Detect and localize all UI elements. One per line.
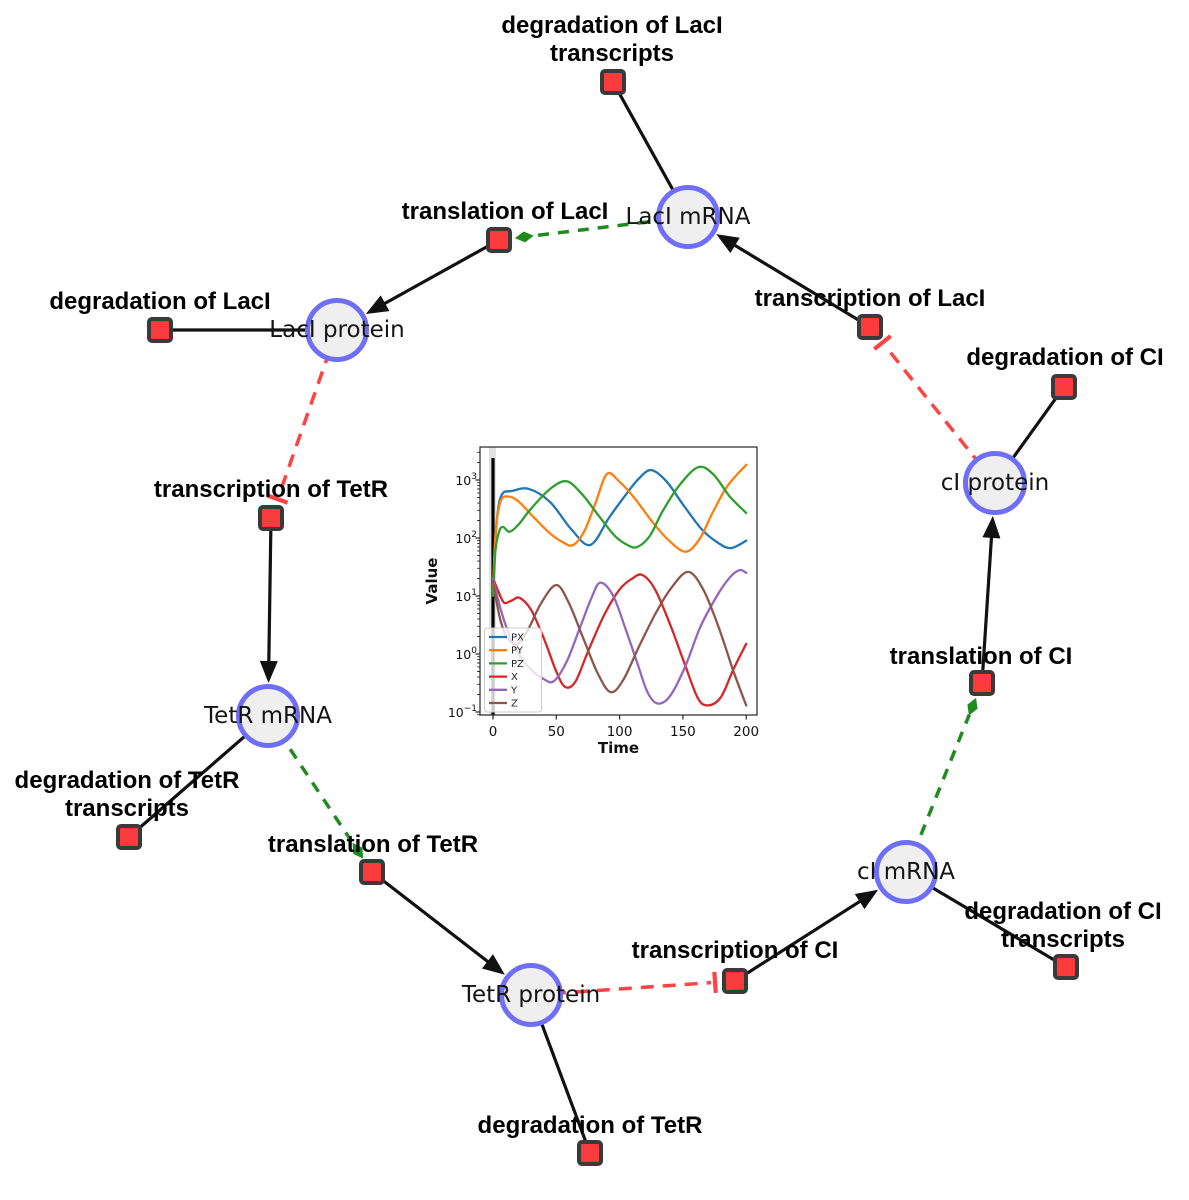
reaction-node-degradation-of-ci-transcripts (1053, 954, 1079, 980)
reaction-node-transcription-of-tetr (258, 505, 284, 531)
reaction-node-translation-of-tetr (359, 859, 385, 885)
reaction-label-degradation-of-tetr: degradation of TetR (478, 1112, 703, 1140)
reaction-node-translation-of-laci (486, 227, 512, 253)
reaction-node-translation-of-ci (969, 670, 995, 696)
reaction-label-degradation-of-ci: degradation of CI (966, 344, 1163, 372)
species-node-ci-mrna (874, 840, 938, 904)
reaction-label-degradation-of-ci-transcripts: degradation of CI transcripts (964, 898, 1161, 954)
reaction-node-degradation-of-laci (147, 317, 173, 343)
species-label-tetr-protein: TetR protein (461, 982, 601, 1008)
reaction-label-degradation-of-laci-transcripts: degradation of LacI transcripts (501, 12, 722, 68)
reaction-label-line: transcription of CI (631, 937, 839, 964)
reaction-label-line: degradation of TetR (477, 1112, 703, 1139)
reaction-node-degradation-of-tetr (577, 1140, 603, 1166)
reaction-node-transcription-of-ci (722, 968, 748, 994)
reaction-label-degradation-of-tetr-transcripts: degradation of TetR transcripts (15, 767, 240, 823)
species-label-ci-mrna: cI mRNA (856, 859, 956, 885)
reaction-label-line: degradation of LacI (501, 12, 723, 39)
reaction-label-line: transcripts (549, 40, 675, 67)
reaction-node-degradation-of-laci-transcripts (600, 69, 626, 95)
reaction-node-degradation-of-tetr-transcripts (116, 824, 142, 850)
reaction-label-line: degradation of CI (964, 898, 1162, 925)
species-label-laci-protein: LacI protein (269, 317, 405, 343)
reaction-label-transcription-of-ci: transcription of CI (632, 937, 839, 965)
reaction-label-line: degradation of LacI (49, 288, 271, 315)
species-label-laci-mrna: LacI mRNA (625, 204, 751, 230)
species-node-ci-protein (963, 451, 1027, 515)
species-node-tetr-mrna (236, 684, 300, 748)
species-label-tetr-mrna: TetR mRNA (204, 703, 332, 729)
reaction-label-translation-of-ci: translation of CI (890, 643, 1073, 671)
reaction-label-transcription-of-tetr: transcription of TetR (154, 476, 388, 504)
reaction-label-line: translation of TetR (267, 831, 479, 858)
species-node-tetr-protein (499, 963, 563, 1027)
reaction-label-transcription-of-laci: transcription of LacI (755, 285, 986, 313)
reaction-label-line: degradation of TetR (14, 767, 240, 794)
reaction-label-line: transcripts (64, 795, 190, 822)
reaction-label-line: transcription of LacI (754, 285, 986, 312)
reaction-label-translation-of-tetr: translation of TetR (268, 831, 478, 859)
reaction-label-translation-of-laci: translation of LacI (402, 198, 609, 226)
reaction-label-degradation-of-laci: degradation of LacI (49, 288, 270, 316)
reaction-node-degradation-of-ci (1051, 374, 1077, 400)
reaction-label-line: translation of LacI (401, 198, 609, 225)
reaction-node-transcription-of-laci (857, 314, 883, 340)
species-node-laci-protein (305, 298, 369, 362)
species-label-ci-protein: cI protein (940, 470, 1050, 496)
reaction-label-line: transcripts (1000, 926, 1126, 953)
reaction-label-line: transcription of TetR (153, 476, 389, 503)
reaction-label-line: translation of CI (889, 643, 1073, 670)
reaction-label-line: degradation of CI (966, 344, 1164, 371)
species-node-laci-mrna (656, 185, 720, 249)
